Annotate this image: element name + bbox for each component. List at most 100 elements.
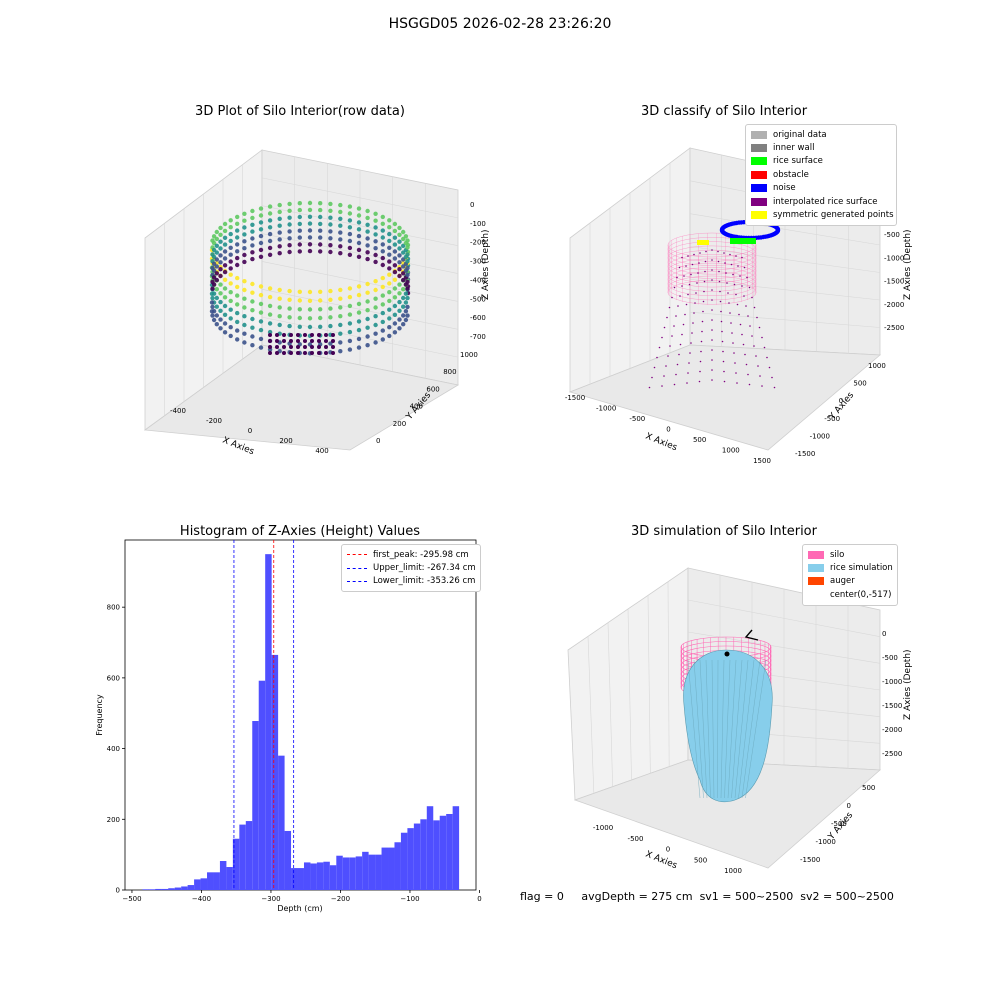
data-point bbox=[397, 232, 402, 237]
figure-suptitle: HSGGD05 2026-02-28 23:26:20 bbox=[388, 16, 612, 32]
data-point bbox=[380, 228, 385, 233]
tick-label: 0 bbox=[666, 426, 670, 434]
interpolated-point bbox=[738, 313, 740, 316]
data-point bbox=[380, 302, 385, 307]
gridline bbox=[587, 636, 595, 794]
histogram-bar bbox=[297, 868, 304, 890]
interpolated-point bbox=[701, 320, 704, 323]
histogram-bar bbox=[168, 888, 175, 890]
interpolated-point bbox=[746, 276, 748, 279]
data-point bbox=[387, 316, 392, 321]
data-point bbox=[365, 236, 370, 241]
panel4-legend-item: silo bbox=[808, 548, 892, 561]
data-point bbox=[365, 334, 370, 339]
panel2-legend-item: obstacle bbox=[751, 168, 891, 181]
histogram-bar bbox=[362, 851, 369, 890]
interpolated-point bbox=[717, 250, 719, 253]
data-point bbox=[328, 229, 333, 234]
interpolated-point bbox=[679, 295, 681, 297]
interpolated-point bbox=[745, 363, 748, 366]
data-point bbox=[307, 316, 313, 321]
data-point bbox=[307, 289, 313, 295]
interpolated-point bbox=[679, 343, 682, 346]
histogram-bar bbox=[187, 885, 195, 890]
interpolated-point bbox=[735, 293, 737, 296]
interpolated-point bbox=[698, 380, 701, 383]
interpolated-point bbox=[735, 255, 737, 257]
data-point bbox=[297, 307, 302, 312]
data-point bbox=[318, 201, 323, 206]
data-point bbox=[397, 326, 402, 331]
data-point bbox=[307, 298, 313, 303]
data-point bbox=[277, 202, 282, 208]
data-point bbox=[317, 345, 321, 349]
rice-mesh-line bbox=[741, 659, 761, 799]
data-point bbox=[297, 235, 302, 240]
data-point bbox=[387, 259, 392, 264]
tick-label: 0 bbox=[839, 397, 843, 405]
data-point bbox=[356, 220, 362, 225]
rice-simulation-surface bbox=[683, 649, 773, 803]
rice-mesh-line bbox=[693, 659, 704, 799]
interpolated-point bbox=[721, 330, 723, 333]
data-point bbox=[380, 249, 385, 254]
tick-label: 0 bbox=[470, 201, 474, 209]
interpolated-point bbox=[697, 272, 699, 274]
tick-label: 400 bbox=[107, 745, 120, 753]
interpolated-point bbox=[695, 292, 697, 294]
data-point bbox=[209, 291, 215, 296]
histogram-bar bbox=[303, 862, 311, 890]
data-point bbox=[277, 296, 282, 301]
data-point bbox=[250, 325, 255, 330]
interpolated-point bbox=[711, 259, 713, 261]
gridline bbox=[261, 177, 459, 219]
data-point bbox=[328, 341, 333, 346]
tick-label: 500 bbox=[853, 380, 866, 388]
data-point bbox=[297, 324, 302, 329]
interpolated-point bbox=[722, 360, 725, 363]
panel2-tick-labels: -1500 -1000 -500 0 500 1000 1500 -1500 -1000 -500… bbox=[565, 208, 905, 465]
histogram-bar bbox=[400, 832, 408, 890]
data-point bbox=[338, 296, 343, 301]
panel2-title: 3D classify of Silo Interior bbox=[640, 104, 808, 119]
data-point bbox=[328, 315, 333, 320]
interpolated-point bbox=[651, 376, 653, 379]
histogram-bar bbox=[200, 878, 208, 890]
panel3-legend-item: Lower_limit: -353.26 cm bbox=[347, 575, 475, 588]
histogram-bar bbox=[155, 888, 162, 890]
data-point bbox=[277, 287, 282, 293]
histogram-bar bbox=[439, 815, 447, 890]
gridline bbox=[261, 205, 459, 247]
histogram-bar bbox=[148, 889, 156, 890]
data-point bbox=[222, 235, 228, 240]
data-point bbox=[235, 228, 240, 233]
data-point bbox=[297, 249, 302, 254]
interpolated-point bbox=[730, 263, 733, 266]
data-point bbox=[289, 333, 293, 337]
data-point bbox=[365, 290, 370, 295]
data-point bbox=[365, 308, 370, 313]
data-point bbox=[228, 316, 233, 321]
rice-mesh-line bbox=[731, 659, 743, 799]
data-point bbox=[401, 322, 406, 327]
data-point bbox=[297, 221, 302, 227]
data-point bbox=[222, 312, 228, 317]
data-point bbox=[282, 333, 286, 337]
center-marker bbox=[724, 651, 730, 657]
data-point bbox=[373, 322, 378, 328]
histogram-bar bbox=[271, 654, 279, 890]
histogram-bar bbox=[316, 862, 324, 890]
data-point bbox=[373, 331, 378, 336]
data-point bbox=[307, 248, 313, 254]
gridline bbox=[647, 595, 651, 774]
panel4-left-pane bbox=[567, 567, 689, 801]
data-point bbox=[380, 328, 385, 333]
data-point bbox=[310, 339, 314, 343]
data-point bbox=[392, 228, 398, 234]
data-point bbox=[222, 221, 228, 227]
data-point bbox=[397, 246, 402, 251]
data-point bbox=[356, 213, 362, 218]
histogram-bar bbox=[258, 680, 266, 890]
interpolated-point bbox=[677, 305, 679, 307]
interpolated-point bbox=[739, 323, 742, 326]
